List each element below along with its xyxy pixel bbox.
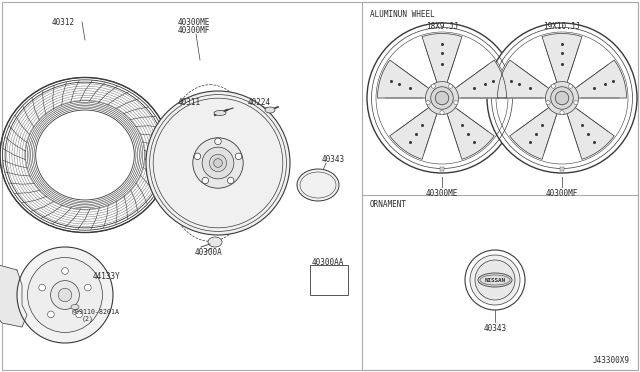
- Polygon shape: [378, 60, 431, 98]
- Circle shape: [146, 91, 290, 235]
- Circle shape: [39, 284, 45, 291]
- Text: J43300X9: J43300X9: [593, 356, 630, 365]
- Bar: [440, 167, 444, 171]
- Text: 40300A: 40300A: [195, 248, 223, 257]
- Circle shape: [470, 255, 520, 305]
- Circle shape: [76, 311, 83, 318]
- Text: 40312: 40312: [52, 18, 75, 27]
- Circle shape: [431, 87, 453, 109]
- Text: 40300AA: 40300AA: [312, 258, 344, 267]
- Circle shape: [545, 81, 579, 115]
- Circle shape: [202, 147, 234, 179]
- Text: @09110-8201A: @09110-8201A: [72, 308, 120, 314]
- Circle shape: [449, 84, 452, 88]
- Circle shape: [440, 110, 444, 115]
- Text: 40224: 40224: [248, 98, 271, 107]
- Circle shape: [236, 153, 242, 160]
- Text: ORNAMENT: ORNAMENT: [370, 200, 407, 209]
- Polygon shape: [497, 60, 551, 98]
- Ellipse shape: [297, 169, 339, 201]
- Circle shape: [487, 23, 637, 173]
- Text: 44133Y: 44133Y: [93, 272, 121, 281]
- Polygon shape: [422, 33, 462, 85]
- Text: 40300ME: 40300ME: [178, 18, 211, 27]
- Circle shape: [84, 284, 91, 291]
- Circle shape: [202, 177, 209, 184]
- Circle shape: [51, 280, 79, 310]
- Polygon shape: [446, 106, 494, 159]
- Ellipse shape: [36, 110, 134, 200]
- Polygon shape: [542, 33, 582, 85]
- Circle shape: [435, 91, 449, 105]
- Polygon shape: [573, 60, 627, 98]
- Circle shape: [209, 154, 227, 171]
- Text: 40343: 40343: [322, 155, 345, 164]
- Polygon shape: [0, 265, 27, 327]
- Circle shape: [431, 84, 435, 88]
- Circle shape: [574, 100, 578, 105]
- Text: 18X9.JJ: 18X9.JJ: [426, 22, 458, 31]
- Polygon shape: [390, 106, 438, 159]
- Circle shape: [194, 153, 201, 160]
- Circle shape: [556, 91, 569, 105]
- Circle shape: [475, 260, 515, 300]
- Circle shape: [454, 100, 458, 105]
- Ellipse shape: [214, 110, 226, 115]
- Bar: [560, 167, 564, 171]
- Polygon shape: [510, 106, 558, 159]
- Text: 19X10.JJ: 19X10.JJ: [543, 22, 580, 31]
- Ellipse shape: [71, 305, 79, 310]
- Text: 40300MF: 40300MF: [178, 26, 211, 35]
- Text: 40300MF: 40300MF: [546, 189, 578, 198]
- Bar: [362, 2, 638, 370]
- Text: (2): (2): [82, 316, 94, 323]
- Circle shape: [61, 267, 68, 275]
- Circle shape: [227, 177, 234, 184]
- Ellipse shape: [208, 237, 222, 247]
- Circle shape: [568, 84, 573, 88]
- Circle shape: [465, 250, 525, 310]
- Circle shape: [58, 288, 72, 302]
- Ellipse shape: [265, 107, 275, 113]
- Circle shape: [367, 23, 517, 173]
- Circle shape: [47, 311, 54, 318]
- Text: 40300ME: 40300ME: [426, 189, 458, 198]
- Polygon shape: [453, 60, 506, 98]
- Bar: [310, 265, 348, 295]
- Circle shape: [214, 159, 222, 167]
- Circle shape: [560, 110, 564, 115]
- Circle shape: [546, 100, 550, 105]
- Ellipse shape: [478, 273, 512, 287]
- Polygon shape: [566, 106, 614, 159]
- Text: 40311: 40311: [178, 98, 201, 107]
- Circle shape: [551, 87, 573, 109]
- Circle shape: [551, 84, 556, 88]
- Circle shape: [193, 138, 243, 188]
- Text: 40343: 40343: [483, 324, 507, 333]
- Circle shape: [426, 81, 458, 115]
- Circle shape: [426, 100, 430, 105]
- Text: ALUMINUN WHEEL: ALUMINUN WHEEL: [370, 10, 435, 19]
- Text: NISSAN: NISSAN: [484, 278, 506, 282]
- Circle shape: [17, 247, 113, 343]
- Circle shape: [215, 138, 221, 145]
- Circle shape: [28, 257, 102, 333]
